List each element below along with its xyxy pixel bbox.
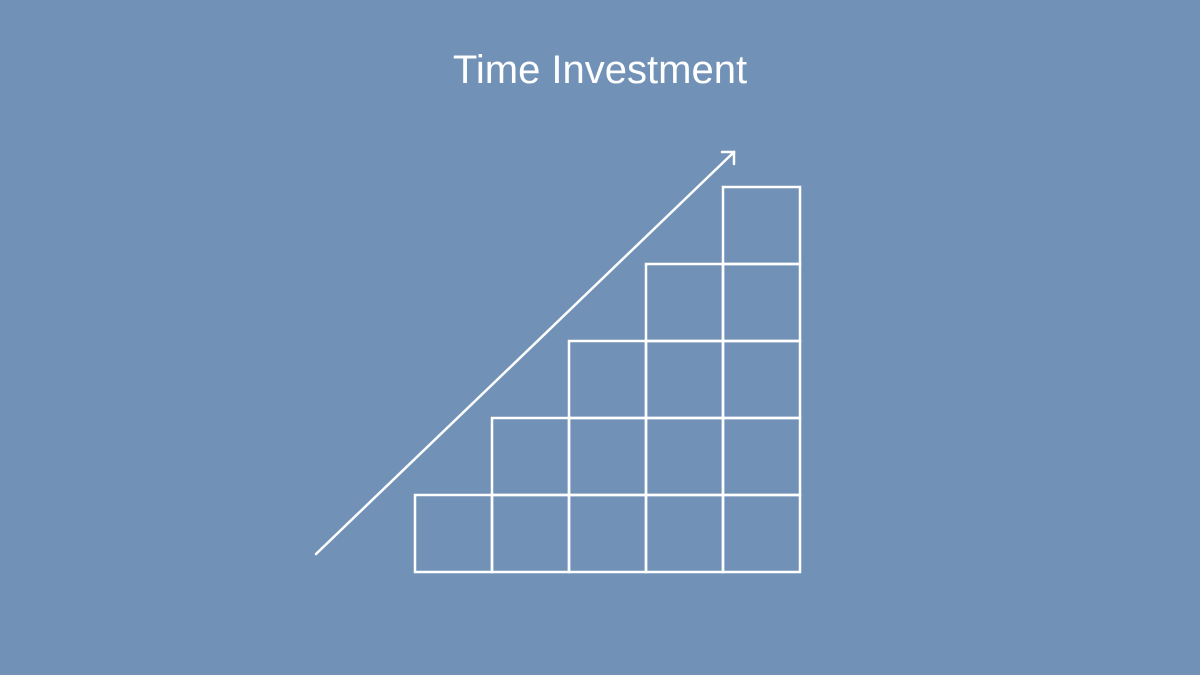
staircase-cell: [567, 339, 648, 420]
staircase-cell: [721, 339, 802, 420]
staircase-cell: [644, 416, 725, 497]
staircase-cell: [644, 339, 725, 420]
staircase-cell: [644, 493, 725, 574]
slide-title: Time Investment: [452, 48, 748, 92]
arrow-up-right-icon: [314, 150, 736, 556]
staircase-cell: [490, 416, 571, 497]
staircase-cell: [567, 493, 648, 574]
staircase-grid: [413, 185, 802, 574]
staircase-cell: [721, 493, 802, 574]
staircase-cell: [413, 493, 494, 574]
arrow-head: [720, 150, 736, 166]
staircase-cell: [721, 416, 802, 497]
staircase-cell: [721, 262, 802, 343]
staircase-cell: [490, 493, 571, 574]
staircase-cell: [644, 262, 725, 343]
staircase-cell: [721, 185, 802, 266]
staircase-cell: [567, 416, 648, 497]
arrow-shaft: [314, 150, 736, 556]
